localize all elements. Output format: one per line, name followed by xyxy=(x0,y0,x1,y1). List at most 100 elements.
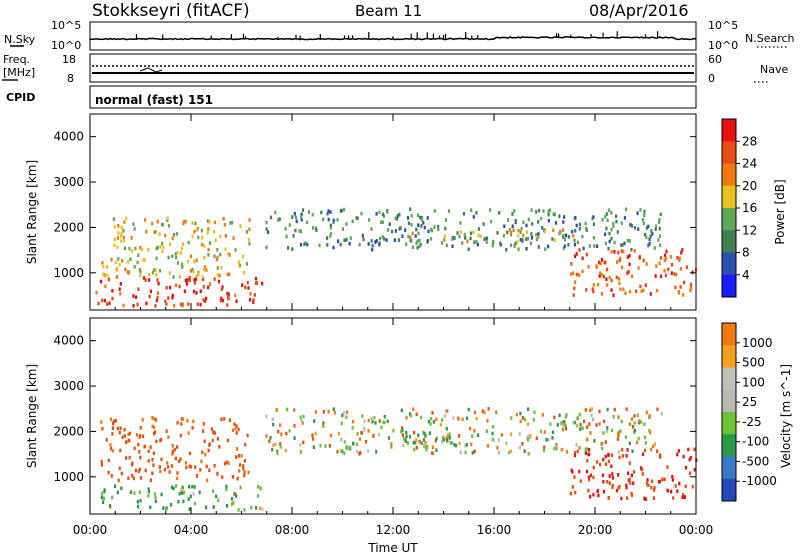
echo-cell xyxy=(234,293,237,298)
echo-cell xyxy=(208,468,211,472)
echo-cell xyxy=(626,271,629,275)
echo-cell xyxy=(677,449,680,453)
echo-cell xyxy=(378,419,381,423)
echo-cell xyxy=(261,281,264,286)
echo-cell xyxy=(547,244,550,249)
echo-cell xyxy=(425,447,428,452)
echo-cell xyxy=(293,424,296,428)
echo-cell xyxy=(115,275,118,279)
echo-cell xyxy=(373,416,376,420)
echo-cell xyxy=(530,236,534,240)
echo-cell xyxy=(356,432,359,436)
echo-cell xyxy=(416,245,419,250)
ytick-label: 1000 xyxy=(53,470,84,484)
echo-cell xyxy=(138,268,141,272)
echo-cell xyxy=(659,256,663,260)
echo-cell xyxy=(180,422,183,426)
ytick-label: 3000 xyxy=(53,175,84,189)
echo-cell xyxy=(519,230,522,235)
echo-cell xyxy=(458,434,461,438)
echo-cell xyxy=(393,238,396,242)
echo-cell xyxy=(156,291,160,295)
echo-cell xyxy=(200,242,204,247)
echo-cell xyxy=(519,411,522,416)
echo-cell xyxy=(592,417,595,422)
echo-cell xyxy=(95,290,98,295)
echo-cell xyxy=(151,415,154,420)
echo-cell xyxy=(462,212,466,216)
echo-cell xyxy=(628,254,631,258)
echo-cell xyxy=(101,500,105,504)
echo-cell xyxy=(511,224,514,228)
echo-cell xyxy=(599,261,602,266)
echo-cell xyxy=(498,211,501,215)
echo-cell xyxy=(226,438,229,443)
colorbar-tick-label: 25 xyxy=(742,395,757,409)
echo-cell xyxy=(641,217,644,222)
echo-cell xyxy=(178,275,181,279)
echo-cell xyxy=(574,215,577,220)
echo-cell xyxy=(231,475,234,479)
echo-cell xyxy=(508,227,511,232)
echo-cell xyxy=(410,239,413,243)
echo-cell xyxy=(295,219,298,224)
echo-cell xyxy=(606,426,609,430)
echo-cell xyxy=(444,409,447,414)
echo-cell xyxy=(625,483,628,488)
echo-cell xyxy=(611,476,615,480)
echo-cell xyxy=(517,233,520,238)
echo-cell xyxy=(631,274,634,279)
echo-cell xyxy=(346,446,349,451)
echo-cell xyxy=(171,293,174,298)
xtick-label: 08:00 xyxy=(275,523,310,537)
echo-cell xyxy=(456,416,460,421)
echo-cell xyxy=(409,207,412,211)
echo-cell xyxy=(254,276,258,281)
echo-cell xyxy=(602,489,606,494)
echo-cell xyxy=(100,459,103,464)
echo-cell xyxy=(188,451,192,456)
echo-cell xyxy=(567,235,570,239)
echo-cell xyxy=(178,284,181,289)
echo-cell xyxy=(440,241,444,245)
echo-cell xyxy=(562,423,565,427)
echo-cell xyxy=(181,242,184,246)
echo-cell xyxy=(194,501,197,506)
echo-cell xyxy=(203,265,207,269)
echo-cell xyxy=(188,464,191,469)
echo-cell xyxy=(612,293,615,297)
echo-cell xyxy=(189,494,192,499)
echo-cell xyxy=(132,222,135,226)
echo-cell xyxy=(200,459,203,464)
echo-cell xyxy=(617,450,621,454)
echo-cell xyxy=(625,454,628,458)
echo-cell xyxy=(445,426,448,431)
echo-cell xyxy=(118,263,121,267)
echo-cell xyxy=(259,486,262,490)
echo-cell xyxy=(378,432,381,437)
echo-cell xyxy=(616,260,619,264)
echo-cell xyxy=(629,222,632,227)
echo-cell xyxy=(226,291,229,296)
echo-cell xyxy=(158,232,161,236)
echo-cell xyxy=(401,426,404,430)
echo-cell xyxy=(610,211,613,215)
echo-cell xyxy=(592,235,595,240)
echo-cell xyxy=(486,444,489,448)
echo-cell xyxy=(267,230,270,234)
echo-cell xyxy=(414,440,417,445)
echo-cell xyxy=(543,430,546,434)
echo-cell xyxy=(687,447,690,452)
echo-cell xyxy=(535,232,538,237)
echo-cell xyxy=(610,428,614,433)
echo-cell xyxy=(265,414,268,419)
echo-cell xyxy=(510,416,513,420)
echo-cell xyxy=(575,443,578,447)
colorbar-tick-label: 28 xyxy=(742,134,757,148)
echo-cell xyxy=(343,238,346,243)
echo-cell xyxy=(592,289,595,294)
echo-cell xyxy=(141,417,144,422)
echo-cell xyxy=(581,426,584,431)
echo-cell xyxy=(238,263,241,268)
echo-cell xyxy=(453,236,456,240)
